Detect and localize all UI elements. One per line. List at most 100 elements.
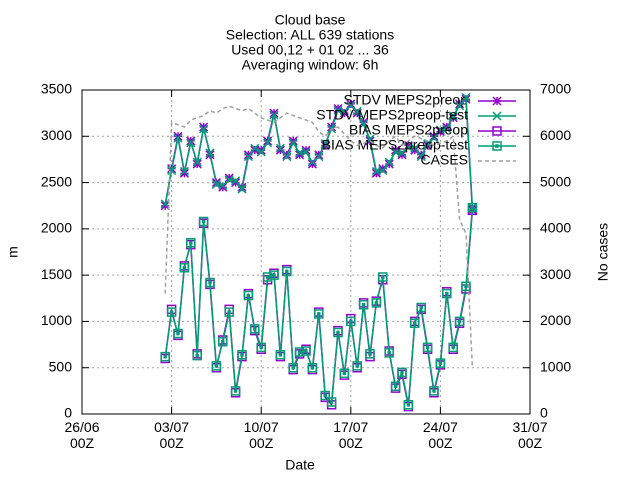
data-point — [352, 108, 362, 118]
data-point — [199, 122, 209, 132]
data-point — [435, 127, 445, 137]
data-point — [314, 152, 324, 162]
data-point — [461, 92, 471, 102]
data-point — [231, 176, 241, 186]
data-point — [179, 166, 189, 176]
data-point — [275, 145, 285, 155]
data-point — [295, 150, 305, 160]
data-point — [467, 202, 478, 213]
data-point — [455, 99, 465, 109]
x-tick-label: 03/07 00Z — [154, 419, 189, 451]
data-point — [282, 150, 292, 160]
data-point — [384, 348, 394, 358]
data-point — [243, 150, 253, 160]
data-point — [403, 399, 414, 410]
data-point — [211, 361, 222, 371]
data-point — [256, 147, 266, 157]
y2-tick-label: 0 — [540, 405, 548, 421]
data-point — [237, 350, 247, 360]
data-point — [307, 362, 318, 373]
data-point — [198, 216, 209, 227]
data-point — [352, 106, 362, 116]
data-point — [442, 288, 452, 299]
chart-title: Cloud base — [275, 12, 346, 28]
data-point — [256, 145, 266, 155]
legend-label: STDV MEPS2preop — [344, 92, 469, 108]
data-point — [358, 300, 369, 310]
data-point — [352, 361, 362, 371]
data-point — [410, 145, 420, 155]
y2-axis-label: No cases — [595, 223, 611, 281]
data-point — [435, 358, 446, 368]
data-point — [378, 272, 388, 282]
y2-tick-label: 7000 — [540, 81, 571, 97]
data-point — [282, 266, 292, 277]
data-point — [429, 131, 439, 141]
data-point — [339, 108, 349, 118]
data-point — [378, 164, 388, 174]
y-tick-label: 3000 — [41, 127, 72, 143]
y2-tick-label: 2000 — [540, 312, 571, 328]
data-point — [410, 318, 420, 329]
y2-tick-label: 4000 — [540, 220, 571, 236]
data-point — [166, 307, 177, 317]
data-point — [224, 173, 234, 183]
legend-marker — [492, 111, 502, 121]
data-point — [448, 342, 458, 353]
chart-title: Averaging window: 6h — [242, 57, 379, 73]
y-axis-label: m — [5, 246, 21, 258]
y2-tick-label: 1000 — [540, 358, 571, 374]
y2-tick-label: 6000 — [540, 127, 571, 143]
data-point — [288, 136, 298, 146]
data-point — [429, 133, 439, 143]
y-tick-label: 2500 — [41, 173, 72, 189]
data-point — [205, 148, 215, 158]
data-point — [243, 290, 254, 301]
data-point — [390, 381, 401, 391]
data-point — [173, 328, 183, 339]
legend-marker — [492, 141, 502, 151]
data-point — [243, 152, 253, 162]
x-tick-label: 26/06 00Z — [64, 419, 99, 451]
data-point — [333, 103, 343, 114]
data-point — [262, 272, 273, 282]
data-point — [307, 159, 317, 169]
data-point — [263, 138, 273, 148]
y-tick-label: 1000 — [41, 312, 72, 328]
data-point — [384, 159, 394, 169]
data-point — [282, 152, 292, 162]
y2-tick-label: 3000 — [540, 266, 571, 282]
data-point — [359, 119, 369, 129]
data-point — [333, 327, 343, 338]
data-point — [192, 350, 202, 361]
data-point — [403, 141, 413, 151]
legend-label: BIAS MEPS2preop — [349, 122, 468, 138]
series-line — [164, 105, 474, 368]
plot-border — [81, 89, 531, 415]
data-point — [301, 145, 311, 155]
y-tick-label: 500 — [49, 358, 73, 374]
data-point — [442, 122, 452, 132]
data-point — [314, 150, 324, 160]
x-tick-label: 10/07 00Z — [244, 419, 279, 451]
data-point — [186, 237, 196, 248]
data-point — [359, 117, 369, 127]
legend-label: CASES — [421, 152, 468, 168]
data-point — [224, 307, 234, 317]
y-tick-label: 3500 — [41, 81, 72, 97]
data-point — [397, 367, 407, 378]
data-point — [416, 302, 426, 313]
data-point — [448, 113, 458, 123]
legend-label: BIAS MEPS2preop-test — [322, 137, 468, 153]
series-line — [164, 207, 474, 405]
data-point — [346, 316, 356, 327]
data-point — [288, 362, 298, 373]
data-point — [179, 168, 189, 178]
x-tick-label: 24/07 00Z — [423, 419, 458, 451]
data-point — [275, 143, 285, 153]
y-tick-label: 0 — [64, 405, 72, 421]
data-point — [320, 141, 330, 151]
data-point — [467, 203, 477, 213]
x-tick-label: 17/07 00Z — [333, 419, 368, 451]
